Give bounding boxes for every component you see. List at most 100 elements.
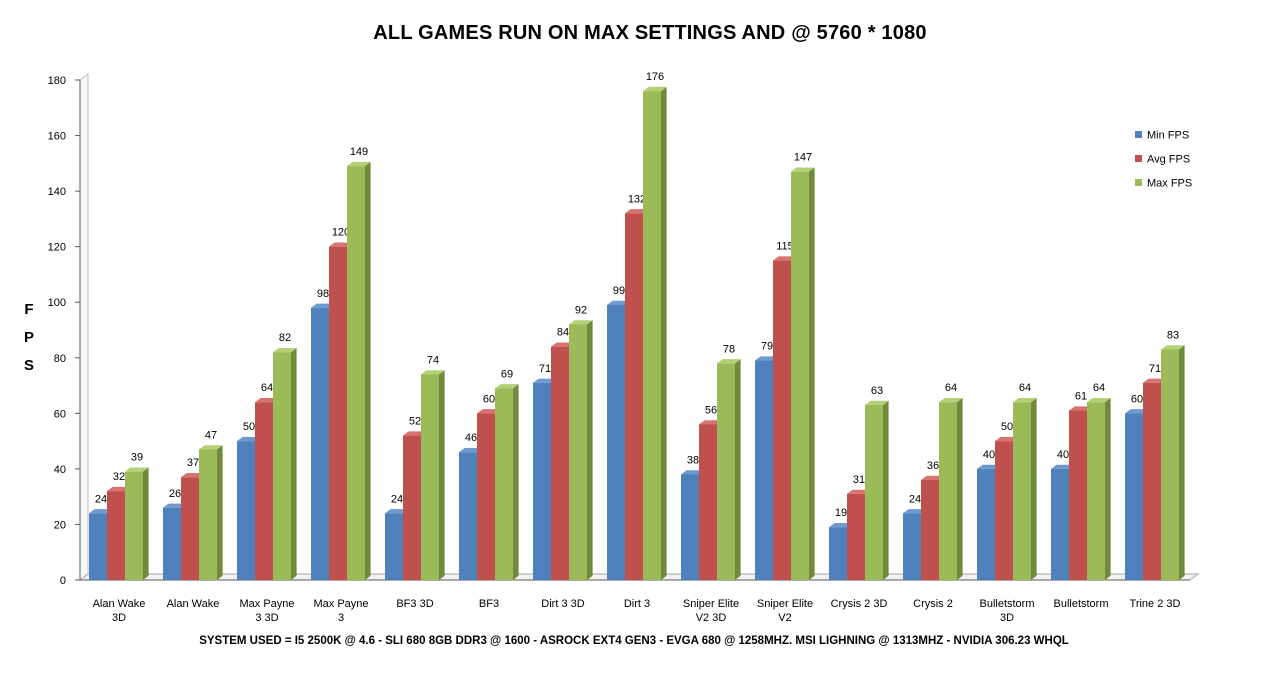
category-label: BF3 3D	[396, 598, 433, 610]
bar-top	[347, 161, 371, 167]
data-label: 79	[761, 341, 773, 353]
data-label: 32	[113, 471, 125, 483]
data-label: 176	[646, 71, 664, 83]
bar-top	[1069, 406, 1093, 411]
bar-side	[217, 445, 223, 580]
bar-front	[1125, 413, 1143, 580]
category-label: Alan Wake 3D	[93, 598, 146, 624]
bar-front	[865, 405, 883, 580]
bar-top	[495, 384, 519, 389]
bar-top	[1087, 398, 1111, 403]
data-label: 40	[983, 449, 995, 461]
bar-top	[939, 398, 963, 403]
bar-side	[809, 167, 815, 580]
y-tick-label: 180	[48, 75, 66, 87]
category-label: Max Payne 3	[313, 598, 368, 624]
data-label: 37	[187, 457, 199, 469]
bar-front	[421, 374, 439, 580]
bar-front	[107, 491, 125, 580]
data-label: 19	[835, 507, 847, 519]
data-label: 46	[465, 432, 477, 444]
bar-top	[89, 509, 113, 514]
bar-front	[1013, 402, 1031, 580]
bar	[347, 161, 371, 580]
bar	[643, 86, 667, 581]
data-label: 132	[628, 193, 646, 205]
bar-top	[421, 370, 445, 375]
bar-front	[607, 305, 625, 580]
data-label: 99	[613, 285, 625, 297]
data-label: 78	[723, 343, 735, 355]
data-label: 92	[575, 304, 587, 316]
data-label: 64	[1019, 382, 1031, 394]
bar-front	[847, 493, 865, 580]
bar	[1087, 398, 1111, 580]
bar-top	[699, 420, 723, 425]
data-label: 98	[317, 288, 329, 300]
data-label: 36	[927, 460, 939, 472]
bar-front	[329, 246, 347, 580]
bar-top	[533, 378, 557, 383]
bar-top	[551, 342, 575, 347]
bar-top	[273, 348, 297, 353]
bar-top	[199, 445, 223, 450]
category-label: Crysis 2 3D	[831, 598, 888, 610]
bar-front	[921, 480, 939, 580]
bar-side	[365, 161, 371, 580]
bar-side	[143, 467, 149, 580]
category-label: Bulletstorm 3D	[979, 598, 1034, 624]
bar-front	[199, 449, 217, 580]
y-tick-label: 80	[54, 353, 66, 365]
data-label: 50	[243, 421, 255, 433]
data-label: 115	[776, 241, 794, 253]
bar-front	[125, 471, 143, 580]
data-label: 61	[1075, 391, 1087, 403]
bar	[495, 384, 519, 580]
bar-front	[311, 307, 329, 580]
bar-side	[957, 398, 963, 580]
bar	[199, 445, 223, 580]
bar-front	[829, 527, 847, 580]
bar	[1013, 398, 1037, 580]
bar-top	[773, 256, 797, 261]
bar-top	[477, 409, 501, 414]
bar	[125, 467, 149, 580]
y-tick-label: 140	[48, 186, 66, 198]
bar-top	[255, 398, 279, 403]
category-label: BF3	[479, 598, 499, 610]
bar-front	[163, 507, 181, 580]
category-label: Dirt 3 3D	[541, 598, 584, 610]
bar-front	[569, 324, 587, 580]
bar-front	[995, 441, 1013, 580]
data-label: 52	[409, 416, 421, 428]
bar	[569, 320, 593, 580]
data-label: 50	[1001, 421, 1013, 433]
bar-front	[181, 477, 199, 580]
bar-front	[717, 363, 735, 580]
data-label: 31	[853, 474, 865, 486]
y-tick-label: 0	[60, 575, 66, 587]
bar-front	[477, 413, 495, 580]
bar	[273, 348, 297, 580]
bar-front	[773, 260, 791, 580]
bar-front	[699, 424, 717, 580]
category-label: Crysis 2	[913, 598, 953, 610]
bar-top	[829, 523, 853, 528]
y-tick-label: 40	[54, 464, 66, 476]
bar	[791, 167, 815, 580]
bar	[939, 398, 963, 580]
bar-front	[551, 346, 569, 580]
data-label: 60	[1131, 393, 1143, 405]
bar-top	[1013, 398, 1037, 403]
bar-front	[255, 402, 273, 580]
bar-top	[643, 86, 667, 92]
y-tick-label: 100	[48, 297, 66, 309]
bar-top	[569, 320, 593, 325]
data-label: 120	[332, 227, 350, 239]
category-label: Alan Wake	[167, 598, 220, 610]
bar-side	[513, 384, 519, 580]
bar-top	[403, 431, 427, 436]
